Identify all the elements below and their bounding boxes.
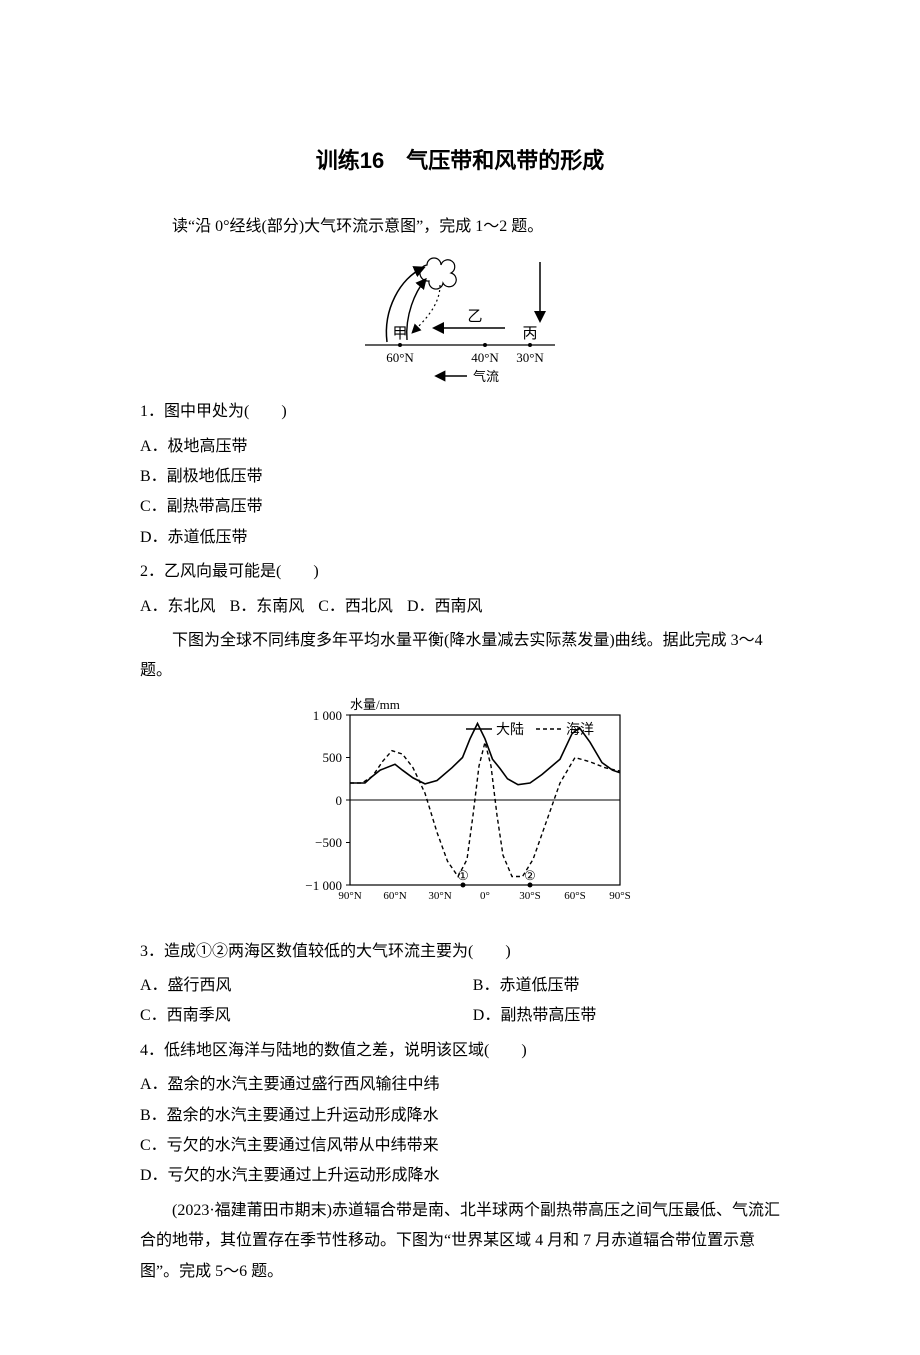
svg-text:30°N: 30°N [428,890,451,902]
svg-text:−1 000: −1 000 [305,878,342,893]
intro-2: 下图为全球不同纬度多年平均水量平衡(降水量减去实际蒸发量)曲线。据此完成 3～4… [140,626,780,687]
page-title: 训练16 气压带和风带的形成 [140,140,780,182]
ocean-series [350,742,620,876]
q1-choice-a: A．极地高压带 [140,432,780,462]
intro-1: 读“沿 0°经线(部分)大气环流示意图”，完成 1～2 题。 [140,212,780,242]
annotation-2: ② [524,868,536,883]
q4-choice-d: D．亏欠的水汽主要通过上升运动形成降水 [140,1161,780,1191]
svg-text:60°S: 60°S [564,890,586,902]
svg-text:1 000: 1 000 [313,708,342,723]
diagram-1-wrap: 60°N 40°N 30°N 甲 乙 丙 气流 [140,250,780,385]
svg-text:大陆: 大陆 [496,722,524,738]
water-balance-chart: 水量/mm 1 000 500 0 −500 −1 000 90°N 60°N … [280,695,640,925]
q1-choice-b: B．副极地低压带 [140,462,780,492]
q3-choice-d: D．副热带高压带 [473,1001,780,1031]
q1-stem: 1．图中甲处为( ) [140,397,780,427]
q1-choice-d: D．赤道低压带 [140,523,780,553]
q3-choice-c: C．西南季风 [140,1001,473,1031]
q2-choice-b: B．东南风 [230,592,305,622]
q4-choice-a: A．盈余的水汽主要通过盛行西风输往中纬 [140,1070,780,1100]
svg-text:−500: −500 [315,835,342,850]
q2-choice-a: A．东北风 [140,592,216,622]
svg-text:90°S: 90°S [609,890,631,902]
q2-stem: 2．乙风向最可能是( ) [140,557,780,587]
circulation-diagram: 60°N 40°N 30°N 甲 乙 丙 气流 [345,250,575,385]
chart-legend: 大陆 海洋 [466,722,594,738]
svg-text:500: 500 [323,750,343,765]
svg-text:90°N: 90°N [338,890,361,902]
label-jia: 甲 [392,326,407,342]
x-ticks: 90°N 60°N 30°N 0° 30°S 60°S 90°S [338,890,630,902]
svg-text:60°N: 60°N [383,890,406,902]
label-qiliu: 气流 [473,369,499,384]
svg-text:海洋: 海洋 [566,722,594,738]
q3-stem: 3．造成①②两海区数值较低的大气环流主要为( ) [140,937,780,967]
label-bing: 丙 [522,326,537,342]
svg-text:0°: 0° [480,890,490,902]
y-ticks: 1 000 500 0 −500 −1 000 [305,708,350,893]
intro-3: (2023·福建莆田市期末)赤道辐合带是南、北半球两个副热带高压之间气压最低、气… [140,1196,780,1287]
q2-choice-d: D．西南风 [407,592,483,622]
q1-choice-c: C．副热带高压带 [140,492,780,522]
q2-choice-c: C．西北风 [318,592,393,622]
q3-choice-b: B．赤道低压带 [473,971,780,1001]
diagram-2-wrap: 水量/mm 1 000 500 0 −500 −1 000 90°N 60°N … [140,695,780,925]
tick-30n: 30°N [516,350,544,365]
tick-40n: 40°N [471,350,499,365]
q3-choice-a: A．盛行西风 [140,971,473,1001]
q4-choice-c: C．亏欠的水汽主要通过信风带从中纬带来 [140,1131,780,1161]
q4-choice-b: B．盈余的水汽主要通过上升运动形成降水 [140,1101,780,1131]
svg-text:0: 0 [336,793,343,808]
tick-60n: 60°N [386,350,414,365]
label-yi: 乙 [467,309,482,325]
q4-stem: 4．低纬地区海洋与陆地的数值之差，说明该区域( ) [140,1036,780,1066]
y-axis-label: 水量/mm [350,697,400,712]
svg-text:30°S: 30°S [519,890,541,902]
